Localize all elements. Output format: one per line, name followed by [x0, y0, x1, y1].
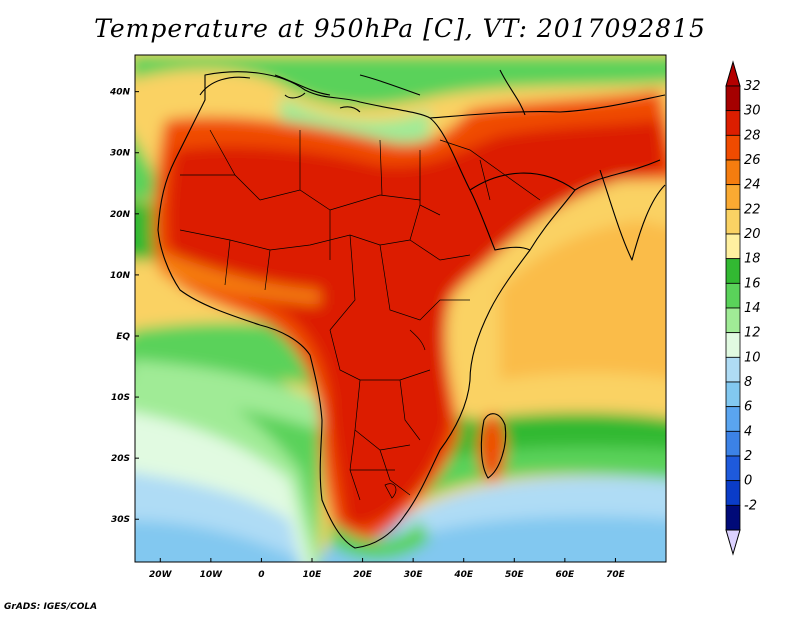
- lon-tick-label: 10W: [200, 570, 224, 580]
- colorbar-label: 18: [744, 252, 761, 267]
- colorbar-swatch: [725, 159, 741, 186]
- colorbar-swatch: [725, 110, 741, 136]
- colorbar-swatch: [725, 504, 741, 531]
- colorbar-label: -2: [744, 498, 757, 513]
- colorbar-label: 16: [744, 276, 761, 291]
- colorbar-label: 20: [744, 227, 761, 242]
- colorbar-label: 0: [744, 474, 752, 489]
- colorbar-swatch: [725, 208, 741, 235]
- colorbar-bottom-arrow: [725, 529, 741, 556]
- colorbar-label: 24: [744, 178, 761, 193]
- lat-tick-label: 10S: [111, 393, 130, 403]
- lat-tick-label: 20S: [111, 454, 130, 464]
- colorbar-label: 26: [744, 153, 761, 168]
- colorbar-label: 12: [744, 326, 761, 341]
- lon-tick-label: 20E: [353, 570, 373, 580]
- colorbar-swatch: [725, 406, 741, 432]
- colorbar-swatch: [725, 332, 741, 358]
- latitude-axis: 40N 30N 20N 10N EQ 10S 20S 30S: [109, 88, 139, 525]
- colorbar-top-arrow: [725, 60, 741, 87]
- colorbar-label: 30: [744, 104, 761, 119]
- colorbar-swatch: [725, 85, 741, 112]
- colorbar-label: 10: [744, 350, 761, 365]
- colorbar-label: 22: [744, 202, 761, 217]
- coastlines: [157, 69, 666, 549]
- lon-tick-label: 40E: [453, 570, 474, 580]
- lon-tick-label: 30E: [404, 570, 424, 580]
- colorbar-label: 8: [744, 375, 752, 390]
- lon-tick-label: 50E: [505, 570, 525, 580]
- lat-tick-label: 30N: [110, 149, 131, 159]
- country-borders: [179, 129, 541, 501]
- lat-tick-label: 10N: [110, 271, 131, 281]
- colorbar-label: 6: [744, 400, 752, 415]
- colorbar-swatch: [725, 233, 741, 260]
- lat-tick-label: 40N: [109, 88, 131, 98]
- colorbar-swatch: [725, 134, 741, 161]
- colorbar-swatch: [725, 307, 741, 334]
- colorbar-swatch: [725, 430, 741, 457]
- colorbar-swatch: [725, 258, 741, 284]
- colorbar-swatch: [725, 480, 741, 506]
- colorbar-label: 28: [744, 128, 761, 143]
- map-frame: [134, 54, 667, 563]
- colorbar-swatch: [725, 282, 741, 309]
- colorbar-swatch: [725, 184, 741, 210]
- longitude-axis: 20W 10W 0 10E 20E 30E 40E 50E 60E 70E: [149, 558, 626, 580]
- map-title: Temperature at 950hPa [C], VT: 201709281…: [94, 14, 706, 43]
- colorbar-label: 32: [744, 79, 761, 94]
- lon-tick-label: 20W: [149, 570, 173, 580]
- lon-tick-label: 10E: [303, 570, 323, 580]
- credit-text: GrADS: IGES/COLA: [4, 602, 98, 612]
- colorbar-swatch: [725, 356, 741, 383]
- colorbar-swatch: [725, 381, 741, 408]
- lon-tick-label: 60E: [556, 570, 576, 580]
- lat-tick-label: EQ: [116, 332, 130, 342]
- colorbar-label: 2: [744, 449, 752, 464]
- lat-tick-label: 20N: [110, 210, 131, 220]
- colorbar-label: 14: [744, 301, 761, 316]
- colorbar-label: 4: [744, 424, 752, 439]
- lon-tick-label: 70E: [606, 570, 626, 580]
- temperature-field: [135, 55, 666, 562]
- lon-tick-label: 0: [258, 570, 264, 580]
- colorbar-swatch: [725, 455, 741, 482]
- lat-tick-label: 30S: [111, 515, 130, 525]
